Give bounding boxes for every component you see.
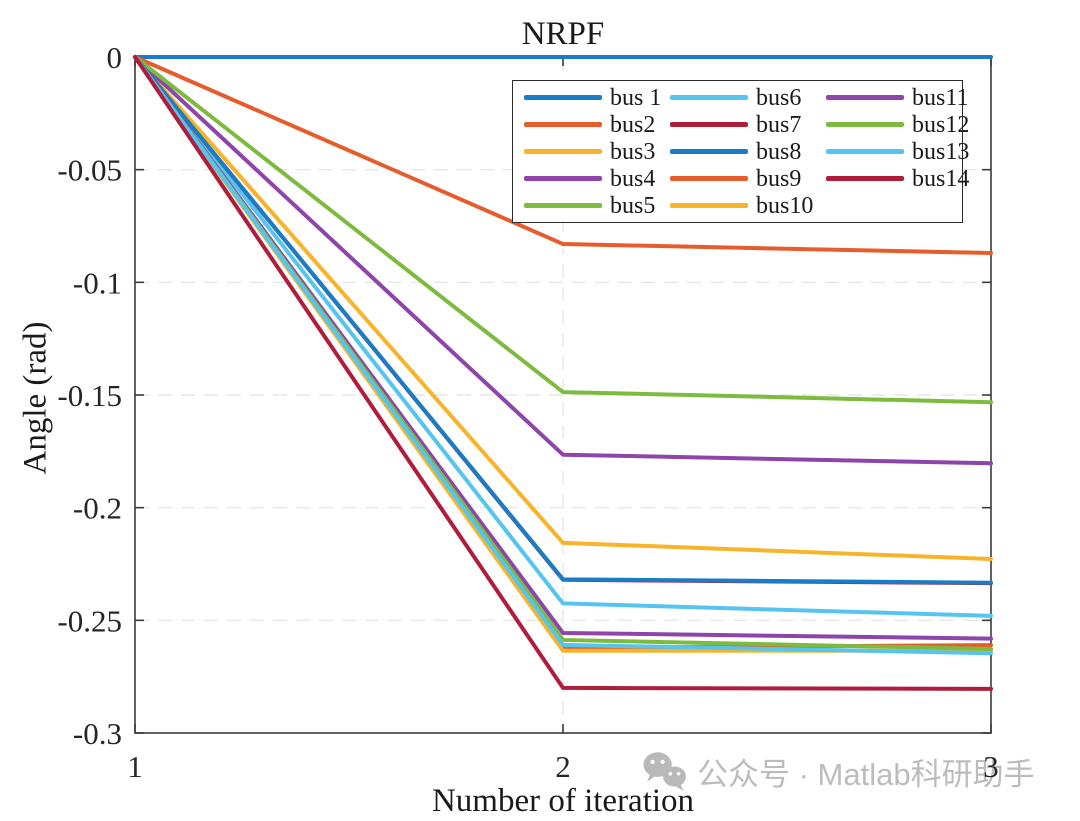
series-bus3-line <box>133 55 993 562</box>
y-tick-label: -0.3 <box>73 716 122 751</box>
legend-item-bus9: bus9 <box>670 165 826 192</box>
watermark: 公众号 · Matlab科研助手 <box>641 747 1035 795</box>
legend-label: bus12 <box>912 111 970 138</box>
legend-line-sample <box>670 203 748 208</box>
legend-line-sample <box>670 95 748 100</box>
series-bus6-line <box>133 55 993 618</box>
legend-label: bus5 <box>610 192 656 219</box>
x-tick-label: 3 <box>983 749 999 784</box>
legend-label: bus9 <box>756 165 802 192</box>
legend-item-bus5: bus5 <box>524 192 670 219</box>
legend-label: bus8 <box>756 138 802 165</box>
series-bus2-line <box>133 55 993 256</box>
legend-line-sample <box>524 203 602 208</box>
legend-line-sample <box>826 95 904 100</box>
legend-item-bus12: bus12 <box>826 111 969 138</box>
legend: bus 1 bus2 bus3 bus4 bus5 bus6 bus7 bus8 bus9 bus… <box>512 80 969 223</box>
chart-title: NRPF <box>521 16 605 52</box>
watermark-text: 公众号 · Matlab科研助手 <box>697 756 1035 792</box>
legend-label: bus3 <box>610 138 656 165</box>
x-tick-label: 2 <box>555 749 571 784</box>
series-bus14-line <box>133 55 993 691</box>
legend-item-bus11: bus11 <box>826 84 969 111</box>
y-tick-label: -0.2 <box>73 491 122 526</box>
wechat-icon <box>643 752 686 792</box>
legend-item-bus1: bus 1 <box>524 84 670 111</box>
legend-line-sample <box>670 149 748 154</box>
legend-line-sample <box>524 149 602 154</box>
y-tick-label: -0.25 <box>57 603 122 638</box>
legend-item-bus6: bus6 <box>670 84 826 111</box>
legend-line-sample <box>524 176 602 181</box>
legend-line-sample <box>826 149 904 154</box>
y-tick-label: -0.1 <box>73 265 122 300</box>
y-tick-label: 0 <box>107 40 123 75</box>
legend-item-bus3: bus3 <box>524 138 670 165</box>
legend-item-bus13: bus13 <box>826 138 969 165</box>
series-bus13-line <box>133 55 993 656</box>
legend-line-sample <box>670 122 748 127</box>
x-axis-label: Number of iteration <box>431 783 695 819</box>
legend-label: bus10 <box>756 192 814 219</box>
series-bus5-line <box>133 55 993 405</box>
legend-label: bus7 <box>756 111 802 138</box>
legend-line-sample <box>670 176 748 181</box>
y-tick-label: -0.05 <box>57 153 122 188</box>
series-bus4-line <box>133 55 993 466</box>
y-tick-label: -0.15 <box>57 378 122 413</box>
legend-item-bus2: bus2 <box>524 111 670 138</box>
legend-label: bus6 <box>756 84 802 111</box>
legend-label: bus11 <box>912 84 969 111</box>
legend-line-sample <box>826 122 904 127</box>
x-tick-label: 1 <box>127 749 143 784</box>
legend-label: bus13 <box>912 138 970 165</box>
legend-item-bus10: bus10 <box>670 192 826 219</box>
legend-line-sample <box>524 95 602 100</box>
legend-label: bus14 <box>912 165 970 192</box>
legend-item-bus8: bus8 <box>670 138 826 165</box>
y-axis-label: Angle (rad) <box>17 321 54 475</box>
legend-label: bus 1 <box>610 84 662 111</box>
legend-item-bus4: bus4 <box>524 165 670 192</box>
legend-line-sample <box>524 122 602 127</box>
legend-label: bus2 <box>610 111 656 138</box>
legend-label: bus4 <box>610 165 656 192</box>
legend-item-bus14: bus14 <box>826 165 969 192</box>
legend-item-bus7: bus7 <box>670 111 826 138</box>
series-bus8-line <box>133 55 993 585</box>
legend-line-sample <box>826 176 904 181</box>
